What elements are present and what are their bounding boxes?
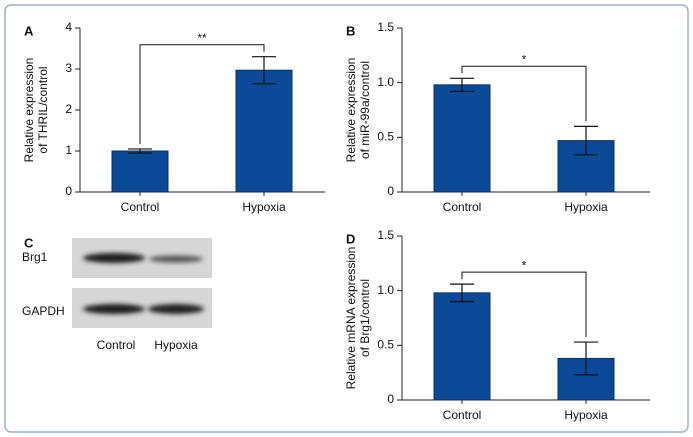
significance-bracket [461,65,587,122]
significance-label: * [522,258,527,272]
y-axis-label: Relative expression [22,58,36,163]
y-tick-label: 1.0 [377,75,394,89]
significance-bracket [461,271,587,338]
y-tick-label: 3 [65,61,72,75]
blot-band [148,304,204,314]
y-tick-label: 1.5 [377,228,394,242]
error-bar [450,77,474,93]
bar [433,84,491,193]
y-tick-label: 4 [65,20,72,34]
significance-bracket [139,44,265,144]
y-axis-label: of miR-99a/control [358,61,372,159]
y-axis-label: of Brg1/control [358,279,372,357]
y-tick-label: 0.5 [377,130,394,144]
blot-lane-label: Control [97,338,136,352]
y-tick-label: 0 [387,392,394,406]
x-tick-label: Control [121,200,160,214]
blot-panel: C Brg1 GAPDH Control Hypoxia [22,235,212,352]
x-tick-label: Hypoxia [564,408,608,422]
bar [235,69,293,193]
error-bar [574,341,598,376]
blot-band [83,253,145,263]
y-tick-label: 0 [65,184,72,198]
blot-row-label: GAPDH [22,304,65,318]
significance-label: ** [197,31,207,45]
y-tick-label: 1 [65,143,72,157]
y-tick-label: 0.5 [377,338,394,352]
error-bar [450,283,474,303]
panel-label: B [346,23,355,38]
blot-band [149,255,203,263]
y-tick-label: 1.0 [377,283,394,297]
y-tick-label: 0 [387,184,394,198]
bar [433,292,491,401]
error-bar [128,148,152,154]
x-tick-label: Hypoxia [242,200,286,214]
x-tick-label: Control [443,200,482,214]
x-tick-label: Control [443,408,482,422]
panel-label: D [346,231,355,246]
x-tick-label: Hypoxia [564,200,608,214]
y-tick-label: 2 [65,102,72,116]
error-bar [252,56,276,85]
error-bar [574,125,598,156]
blot-row-label: Brg1 [22,250,48,264]
bar [111,150,169,193]
panel-label: C [24,235,34,250]
blot-band [83,304,145,314]
significance-label: * [522,52,527,66]
panel-label: A [24,23,34,38]
blot-lane-label: Hypoxia [154,338,198,352]
y-axis-label: Relative mRNA expression [344,247,358,390]
y-axis-label: of THRIL/control [36,66,50,153]
y-axis-label: Relative expression [344,58,358,163]
y-tick-label: 1.5 [377,20,394,34]
